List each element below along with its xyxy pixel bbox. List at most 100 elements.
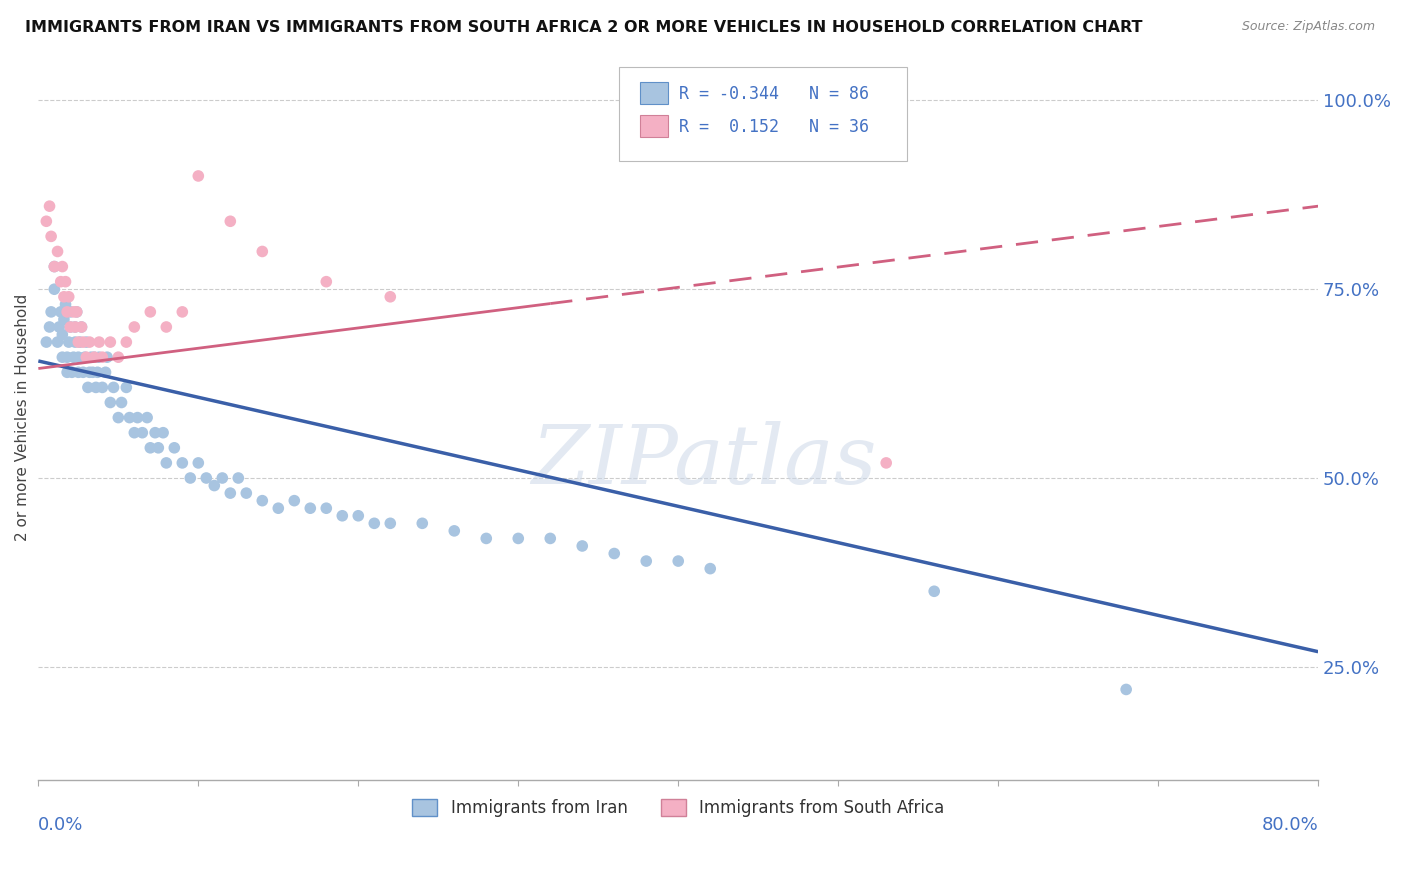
Point [59,320,82,334]
Point [56,350,79,364]
Y-axis label: 2 or more Vehicles in Household: 2 or more Vehicles in Household [15,294,30,541]
Point [91,380,114,394]
Point [56,305,79,319]
Text: 80.0%: 80.0% [1261,816,1319,834]
Point [51,350,73,364]
Point [103,380,125,394]
Point [226,471,249,485]
Point [136,410,159,425]
Text: Source: ZipAtlas.com: Source: ZipAtlas.com [1241,20,1375,33]
Point [82,365,104,379]
Point [411,516,433,531]
Point [49,305,72,319]
Point [115,335,138,350]
Point [75,335,97,350]
Point [118,410,141,425]
Point [347,508,370,523]
Point [69,335,91,350]
Point [63,320,86,334]
Point [52,290,75,304]
Point [46,335,69,350]
Point [538,532,561,546]
Point [922,584,945,599]
Point [139,441,162,455]
Point [72,365,94,379]
Point [143,425,166,440]
Point [252,493,274,508]
Point [219,214,242,228]
Point [77,380,100,394]
Point [52,312,75,326]
Point [79,365,101,379]
Point [252,244,274,259]
Point [115,380,138,394]
Point [39,305,62,319]
Point [55,275,77,289]
Point [666,554,689,568]
Point [315,501,337,516]
Point [51,327,73,342]
Point [60,365,83,379]
Point [152,425,174,440]
Point [38,320,60,334]
Point [38,199,60,213]
Point [1115,682,1137,697]
Point [73,350,96,364]
Point [155,320,177,334]
Point [211,471,233,485]
Point [571,539,593,553]
Point [187,169,209,183]
Text: ZIPatlas: ZIPatlas [531,421,876,501]
Point [603,547,626,561]
Point [107,350,129,364]
Point [330,508,353,523]
Point [58,290,80,304]
Point [62,305,84,319]
Point [363,516,385,531]
Point [283,493,305,508]
Point [67,365,90,379]
Point [131,425,153,440]
Point [219,486,242,500]
Point [48,320,70,334]
Point [187,456,209,470]
Point [91,350,114,364]
Point [44,260,66,274]
Point [315,275,337,289]
Point [51,260,73,274]
Point [63,335,86,350]
Point [56,365,79,379]
Point [124,425,146,440]
Point [124,320,146,334]
Point [44,282,66,296]
Point [89,335,111,350]
Point [98,335,121,350]
Point [98,395,121,409]
Point [58,335,80,350]
Point [107,410,129,425]
Point [72,335,94,350]
Point [235,486,257,500]
Point [83,350,105,364]
Point [94,365,117,379]
Point [79,335,101,350]
Point [475,532,498,546]
Point [195,471,218,485]
Point [70,320,93,334]
Point [179,471,201,485]
Point [139,305,162,319]
Point [44,260,66,274]
Point [89,350,111,364]
Point [70,320,93,334]
Point [62,350,84,364]
Point [299,501,322,516]
Point [380,516,402,531]
Text: R =  0.152   N = 36: R = 0.152 N = 36 [679,118,869,136]
Point [380,290,402,304]
Point [55,297,77,311]
Point [66,305,89,319]
Point [35,214,58,228]
Point [508,532,530,546]
Point [443,524,465,538]
Point [110,395,132,409]
